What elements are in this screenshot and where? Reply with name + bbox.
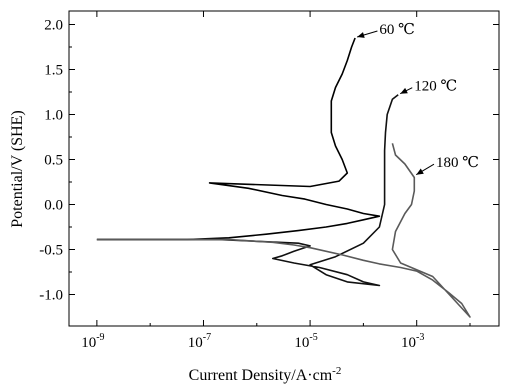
series-line-0 xyxy=(96,37,381,241)
x-tick-label: 10-7 xyxy=(188,332,211,351)
y-tick-label: 0.5 xyxy=(44,153,63,169)
annotation-label-2: 180 ℃ xyxy=(436,155,479,171)
x-tick-label: 10-3 xyxy=(401,332,424,351)
series-line-1 xyxy=(96,94,399,287)
x-tick-label: 10-5 xyxy=(294,332,317,351)
y-tick-label: -1.0 xyxy=(39,288,63,304)
y-tick-label: 1.5 xyxy=(44,63,63,79)
plot-frame xyxy=(68,10,500,327)
annotation-arrowhead-0 xyxy=(357,32,365,38)
annotations: 60 ℃ 120 ℃ 180 ℃ xyxy=(356,22,479,176)
series-layer xyxy=(96,37,471,318)
annotation-arrowhead-2 xyxy=(416,168,424,175)
annotation-label-0: 60 ℃ xyxy=(379,22,415,38)
annotation-arrowhead-1 xyxy=(400,87,408,94)
y-tick-label: 2.0 xyxy=(44,18,63,34)
y-tick-label: 0.0 xyxy=(44,198,63,214)
annotation-label-1: 120 ℃ xyxy=(414,79,457,95)
y-axis-label: Potential/V (SHE) xyxy=(9,110,26,227)
x-axis: 10-9 10-7 10-5 10-3 xyxy=(81,11,471,351)
y-tick-label: -0.5 xyxy=(39,243,63,259)
series-line-2 xyxy=(96,143,471,318)
y-tick-label: 1.0 xyxy=(44,108,63,124)
y-axis: -1.0 -0.5 0.0 0.5 1.0 1.5 2.0 xyxy=(39,18,499,304)
x-axis-label: Current Density/A·cm-2 xyxy=(189,365,342,384)
x-tick-label: 10-9 xyxy=(81,332,104,351)
